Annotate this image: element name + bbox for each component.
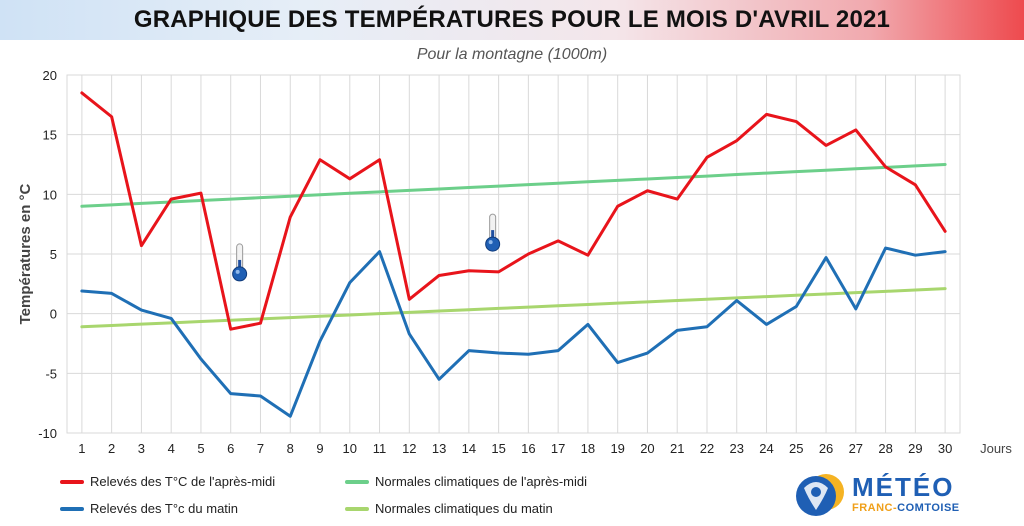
x-tick-label: 28 [878,441,892,456]
series-normal-afternoon-line [80,163,947,208]
x-tick-label: 29 [908,441,922,456]
x-tick-label: 26 [819,441,833,456]
thermometer-icon [485,213,501,252]
x-tick-label: 8 [287,441,294,456]
x-tick-label: 25 [789,441,803,456]
chart-subtitle: Pour la montagne (1000m) [416,46,608,63]
legend-label-normal-morning: Normales climatiques du matin [375,501,553,516]
y-tick-label: 20 [43,68,57,83]
x-tick-label: 27 [849,441,863,456]
lion-sun-logo-icon [796,474,844,516]
meteo-franc-comtoise-logo: MÉTÉO FRANC-COMTOISE [790,468,970,520]
logo-text-meteo: MÉTÉO [852,472,955,502]
x-tick-label: 12 [402,441,416,456]
x-tick-label: 19 [610,441,624,456]
legend-item-normal-afternoon: Normales climatiques de l'après-midi [345,474,587,489]
legend-item-morning: Relevés des T°c du matin [60,501,238,516]
y-tick-label: 10 [43,187,57,202]
legend-swatch-normal-afternoon [345,479,369,484]
series-afternoon-line [80,91,947,331]
series-morning-line [80,246,947,418]
x-tick-label: 14 [462,441,476,456]
legend-label-afternoon: Relevés des T°C de l'après-midi [90,474,276,489]
x-tick-label: 17 [551,441,565,456]
legend-label-morning: Relevés des T°c du matin [90,501,239,516]
x-tick-label: 30 [938,441,952,456]
x-tick-label: 21 [670,441,684,456]
y-tick-label: 15 [43,128,57,143]
x-tick-label: 13 [432,441,446,456]
x-tick-label: 3 [138,441,145,456]
logo-text-franc: FRANC- [852,502,898,514]
x-tick-label: 15 [491,441,505,456]
x-tick-label: 16 [521,441,535,456]
legend-item-normal-morning: Normales climatiques du matin [345,501,553,516]
chart-title: GRAPHIQUE DES TEMPÉRATURES POUR LE MOIS … [133,6,891,33]
thermometer-icon [232,243,248,282]
x-tick-label: 18 [581,441,595,456]
series-normal-morning-line [80,287,947,329]
x-tick-label: 2 [108,441,115,456]
y-tick-label: -10 [38,426,57,441]
y-tick-label: -5 [45,366,57,381]
x-tick-label: 9 [316,441,323,456]
y-axis-label: Températures en °C [17,183,34,324]
x-tick-label: 20 [640,441,654,456]
x-tick-label: 23 [730,441,744,456]
logo-text-comtoise: COMTOISE [897,502,960,514]
x-tick-label: 6 [227,441,234,456]
x-tick-label: 7 [257,441,264,456]
legend-item-afternoon: Relevés des T°C de l'après-midi [60,474,275,489]
x-tick-label: 4 [168,441,175,456]
logo-text-franc-comtoise: FRANC-COMTOISE [852,502,960,514]
x-tick-label: 22 [700,441,714,456]
legend-swatch-afternoon [60,479,84,484]
legend-label-normal-afternoon: Normales climatiques de l'après-midi [375,474,587,489]
title-band [0,0,1024,40]
x-tick-label: 1 [78,441,85,456]
x-tick-label: 11 [373,441,387,456]
legend-swatch-normal-morning [345,506,369,511]
x-tick-label: 24 [759,441,773,456]
y-tick-label: 5 [50,247,57,262]
x-tick-label: 5 [197,441,204,456]
y-tick-label: 0 [50,307,57,322]
x-axis-label: Jours [980,441,1012,456]
x-tick-label: 10 [343,441,357,456]
legend-swatch-morning [60,506,84,511]
